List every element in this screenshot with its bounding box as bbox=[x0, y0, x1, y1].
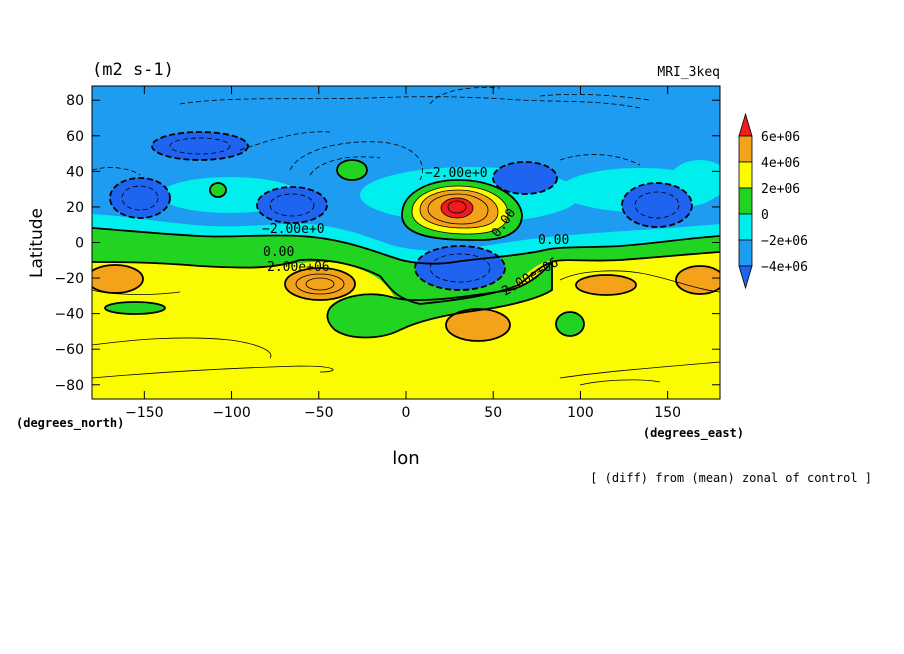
contour-label: 2.00e+06 bbox=[267, 260, 330, 275]
y-tick-label: 20 bbox=[66, 200, 84, 216]
x-tick-label: 0 bbox=[402, 405, 411, 421]
contour-label: −2.00e+0 bbox=[262, 222, 325, 237]
y-unit-label: (degrees_north) bbox=[16, 416, 124, 431]
low-cell bbox=[152, 132, 248, 160]
low-cell bbox=[110, 178, 170, 218]
orange-cell bbox=[676, 266, 720, 294]
colorbar-label: 0 bbox=[761, 208, 769, 223]
y-tick-label: 80 bbox=[66, 93, 84, 109]
colorbar-swatch bbox=[738, 213, 753, 241]
x-unit-label: (degrees_east) bbox=[643, 426, 744, 441]
colorbar-label: −4e+06 bbox=[761, 260, 808, 275]
high-cell-core bbox=[441, 198, 473, 218]
contour-label: 0.00 bbox=[263, 245, 294, 260]
x-tick-label: −50 bbox=[304, 405, 334, 421]
orange-cell bbox=[92, 265, 143, 293]
contour-lines-dashed bbox=[92, 87, 680, 283]
orange-cell bbox=[576, 275, 636, 295]
y-tick-label: 60 bbox=[66, 129, 84, 145]
contour-label: 0.00 bbox=[538, 233, 569, 248]
x-tick-label: −150 bbox=[125, 405, 163, 421]
low-cell bbox=[415, 246, 505, 290]
footnote: [ (diff) from (mean) zonal of control ] bbox=[590, 471, 872, 485]
y-tick-label: −80 bbox=[54, 378, 84, 394]
x-tick-label: 100 bbox=[567, 405, 594, 421]
x-axis-title: lon bbox=[392, 448, 419, 469]
colorbar-label: 6e+06 bbox=[761, 130, 800, 145]
y-tick-label: −60 bbox=[54, 342, 84, 358]
green-cell bbox=[105, 302, 165, 314]
colorbar-label: −2e+06 bbox=[761, 234, 808, 249]
y-tick-label: 40 bbox=[66, 164, 84, 180]
contour-lines-thin bbox=[92, 185, 720, 386]
colorbar: 6e+06 4e+06 2e+06 0 −2e+06 −4e+06 bbox=[738, 112, 808, 290]
field-zero-band bbox=[92, 228, 720, 307]
orange-cell bbox=[446, 309, 510, 341]
x-tick-label: 150 bbox=[654, 405, 681, 421]
colorbar-max-arrow bbox=[738, 112, 753, 137]
colorbar-swatch bbox=[738, 161, 753, 189]
colorbar-label: 2e+06 bbox=[761, 182, 800, 197]
y-tick-label: −40 bbox=[54, 307, 84, 323]
y-axis-title: Latitude bbox=[27, 208, 47, 278]
colorbar-swatch bbox=[738, 187, 753, 215]
units-title: (m2 s-1) bbox=[92, 60, 174, 80]
low-cell bbox=[622, 183, 692, 227]
colorbar-swatch bbox=[738, 239, 753, 267]
low-cell bbox=[257, 187, 327, 223]
y-tick-label: −20 bbox=[54, 271, 84, 287]
x-tick-label: −100 bbox=[212, 405, 250, 421]
contour-lines-thick bbox=[92, 131, 720, 342]
plot-area bbox=[92, 86, 720, 399]
model-title: MRI_3keq bbox=[657, 65, 720, 80]
orange-cell bbox=[285, 268, 355, 300]
low-cell bbox=[493, 162, 557, 194]
y-axis: 80 60 40 20 0 −20 −40 −60 −80 bbox=[54, 93, 720, 394]
colorbar-swatch bbox=[738, 135, 753, 163]
field-cyan-band bbox=[92, 214, 720, 264]
green-cell bbox=[337, 160, 367, 180]
y-tick-label: 0 bbox=[75, 236, 84, 252]
green-cell bbox=[556, 312, 584, 336]
green-cell bbox=[210, 183, 226, 197]
contour-label: −2.00e+0 bbox=[425, 166, 488, 181]
x-tick-label: 50 bbox=[484, 405, 502, 421]
x-axis: −150 −100 −50 0 50 100 150 bbox=[125, 86, 681, 421]
colorbar-min-arrow bbox=[738, 265, 753, 290]
colorbar-label: 4e+06 bbox=[761, 156, 800, 171]
